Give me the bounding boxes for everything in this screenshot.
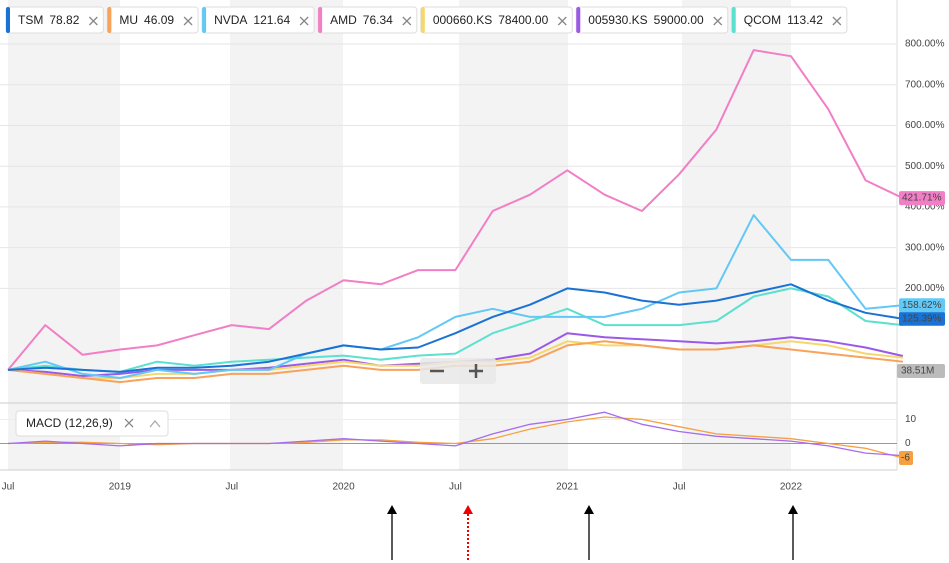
arrow-head — [788, 505, 798, 514]
value-label-box — [899, 450, 913, 465]
legend-name: AMD — [330, 13, 357, 27]
series-line — [7, 287, 904, 373]
legend-name: QCOM — [744, 13, 781, 27]
legend-price: 59000.00 — [654, 13, 704, 27]
y-tick-label: 400.00% — [905, 202, 945, 213]
close-icon[interactable] — [124, 418, 134, 428]
legend-price: 121.64 — [253, 13, 290, 27]
value-label-box — [899, 298, 945, 313]
value-label: 421.71% — [902, 193, 942, 204]
series-line — [7, 416, 904, 459]
volume-label-box — [897, 364, 945, 378]
y-tick-label: 500.00% — [905, 161, 945, 172]
collapse-icon[interactable] — [149, 419, 161, 428]
annotation-arrows — [387, 505, 798, 560]
band — [459, 0, 568, 470]
value-label: 125.39% — [902, 313, 942, 324]
legend-swatch — [202, 7, 207, 33]
band — [8, 0, 120, 470]
series-line — [7, 49, 904, 371]
zoom-control[interactable] — [420, 358, 496, 384]
x-tick-label: Jul — [2, 482, 15, 493]
legend-price: 76.34 — [363, 13, 393, 27]
x-tick-label: 2020 — [332, 482, 355, 493]
value-label-box — [899, 191, 945, 206]
legend-swatch — [6, 7, 10, 33]
y-tick-label: 600.00% — [905, 120, 945, 131]
value-label-box — [899, 311, 945, 326]
y-tick-label: 200.00% — [905, 283, 945, 294]
legend-price: 78.82 — [49, 13, 79, 27]
legend-item[interactable]: 005930.KS 59000.00 — [575, 6, 729, 34]
close-icon[interactable] — [299, 16, 309, 26]
legend-name: 005930.KS — [588, 13, 647, 27]
legend-swatch — [318, 7, 323, 33]
y-tick-label: 0 — [905, 438, 911, 449]
close-icon[interactable] — [832, 16, 842, 26]
arrow-head — [463, 505, 473, 514]
legend-item[interactable]: 000660.KS 78400.00 — [420, 6, 573, 34]
legend: TSM 78.82 MU 46.09 NVDA 121.64 AMD 76.34 000660.… — [5, 6, 848, 34]
x-tick-label: Jul — [449, 482, 462, 493]
x-tick-label: 2021 — [556, 482, 579, 493]
x-tick-label: 2019 — [109, 482, 132, 493]
legend-swatch — [107, 7, 112, 33]
y-tick-label: 300.00% — [905, 242, 945, 253]
close-icon[interactable] — [88, 16, 98, 26]
value-label: -6 — [901, 453, 910, 464]
legend-item[interactable]: NVDA 121.64 — [201, 6, 315, 34]
close-icon[interactable] — [183, 16, 193, 26]
y-tick-label: 10 — [905, 414, 917, 425]
series-line — [7, 214, 903, 379]
macd-legend-box[interactable] — [15, 410, 169, 437]
value-label: 158.62% — [902, 300, 942, 311]
series-line — [7, 411, 903, 457]
legend-name: TSM — [18, 13, 43, 27]
legend-name: 000660.KS — [433, 13, 492, 27]
legend-price: 113.42 — [787, 13, 823, 27]
background-bands — [8, 0, 791, 470]
x-tick-label: Jul — [225, 482, 238, 493]
x-tick-label: 2022 — [780, 482, 803, 493]
legend-swatch — [731, 7, 736, 33]
x-tick-label: Jul — [673, 482, 686, 493]
legend-item[interactable]: AMD 76.34 — [317, 6, 418, 34]
legend-name: NVDA — [214, 13, 247, 27]
volume-label: 38.51M — [901, 366, 934, 377]
band — [230, 0, 343, 470]
y-tick-label: 800.00% — [905, 39, 945, 50]
legend-swatch — [420, 7, 425, 33]
legend-price: 78400.00 — [498, 13, 548, 27]
macd-legend[interactable]: MACD (12,26,9) — [15, 410, 169, 437]
close-icon[interactable] — [713, 16, 723, 26]
y-tick-label: 700.00% — [905, 79, 945, 90]
arrow-head — [584, 505, 594, 514]
legend-item[interactable]: TSM 78.82 — [5, 6, 104, 34]
arrow-head — [387, 505, 397, 514]
close-icon[interactable] — [557, 16, 567, 26]
series-line — [7, 283, 904, 373]
legend-name: MU — [119, 13, 138, 27]
band — [682, 0, 791, 470]
legend-item[interactable]: MU 46.09 — [106, 6, 199, 34]
legend-price: 46.09 — [144, 13, 174, 27]
overlay-layer: 200.00% 300.00% 400.00% 500.00% 600.00% 700.0… — [2, 39, 945, 493]
close-icon[interactable] — [402, 16, 412, 26]
legend-swatch — [576, 7, 581, 33]
macd-title: MACD (12,26,9) — [26, 416, 113, 430]
legend-item[interactable]: QCOM 113.42 — [731, 6, 848, 34]
